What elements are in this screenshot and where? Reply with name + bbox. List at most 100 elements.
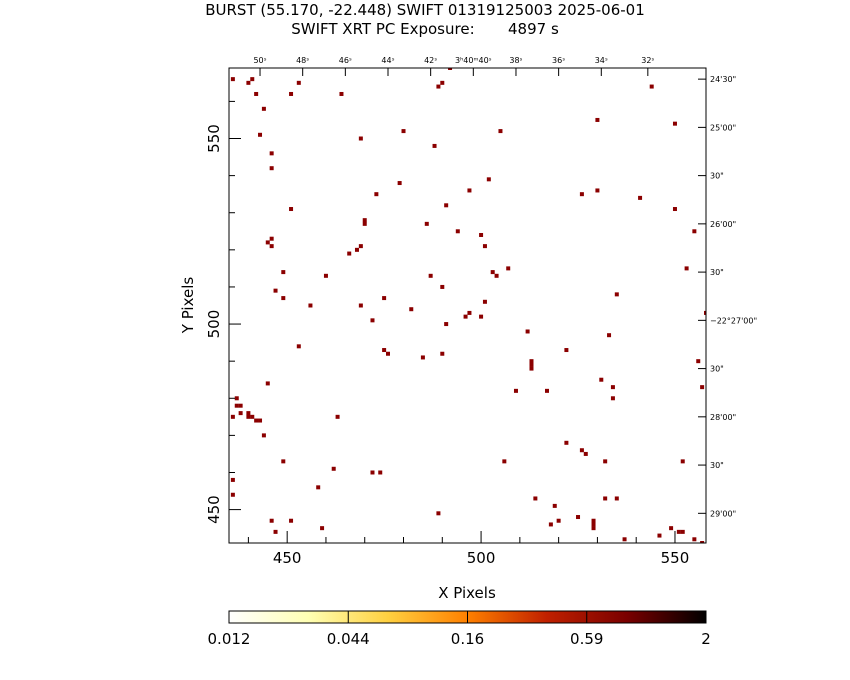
data-point (378, 470, 383, 475)
data-point (265, 240, 270, 245)
data-point (261, 106, 266, 111)
data-point (502, 459, 507, 464)
data-point (564, 348, 569, 353)
data-point (482, 244, 487, 249)
data-point (428, 273, 433, 278)
data-point (700, 385, 705, 390)
data-point (339, 91, 344, 96)
data-point (320, 526, 325, 531)
data-point (230, 492, 235, 497)
data-point (680, 529, 685, 534)
data-point (382, 296, 387, 301)
ra-tick-label: 36ˢ (552, 56, 565, 65)
data-point (479, 314, 484, 319)
data-point (672, 121, 677, 126)
data-point (269, 151, 274, 156)
data-point (238, 411, 243, 416)
data-point (599, 377, 604, 382)
data-point (281, 459, 286, 464)
data-point (265, 381, 270, 386)
data-point (246, 411, 251, 416)
data-point (409, 307, 414, 312)
ra-tick-label: 34ˢ (595, 56, 608, 65)
point-layer (230, 68, 706, 552)
data-point (448, 548, 452, 552)
data-point (591, 518, 596, 523)
data-point (436, 84, 441, 89)
data-point (358, 303, 363, 308)
data-point (455, 229, 460, 234)
y-axis-label: Y Pixels (179, 277, 197, 335)
data-point (269, 518, 274, 523)
chart-subtitle: SWIFT XRT PC Exposure: 4897 s (291, 20, 559, 38)
data-point (261, 433, 266, 438)
data-point (258, 418, 263, 423)
data-point (246, 80, 251, 85)
data-point (603, 496, 608, 501)
data-point (308, 303, 313, 308)
colorbar-label: 0.044 (327, 630, 370, 648)
ra-axis: 50ˢ 48ˢ 46ˢ 44ˢ 42ˢ 3ʰ40ᵐ40ˢ 38ˢ 36ˢ 34ˢ 32ˢ (253, 56, 654, 76)
y-tick-label: 450 (205, 495, 223, 524)
data-point (533, 496, 538, 501)
data-point (595, 188, 600, 193)
data-point (386, 351, 390, 356)
data-point (358, 244, 363, 249)
data-point (444, 322, 449, 327)
data-point (374, 192, 379, 197)
data-point (579, 448, 584, 453)
dec-tick-label: −22°27'00" (710, 316, 757, 325)
data-point (347, 251, 352, 256)
data-point (548, 522, 553, 527)
data-point (358, 136, 363, 141)
ra-tick-label: 50ˢ (253, 56, 266, 65)
data-point (273, 529, 278, 534)
data-point (704, 310, 706, 315)
data-point (467, 188, 472, 193)
dec-tick-label: 30" (710, 461, 724, 470)
data-point (525, 329, 530, 334)
data-point (556, 518, 561, 523)
colorbar-label: 0.16 (451, 630, 484, 648)
dec-tick-label: 28'00" (710, 413, 736, 422)
data-point (250, 414, 255, 419)
dec-tick-label: 30" (710, 365, 724, 374)
data-point (230, 77, 235, 82)
data-point (479, 232, 484, 237)
data-point (382, 348, 387, 353)
ra-tick-label: 44ˢ (381, 56, 394, 65)
data-point (289, 518, 294, 523)
data-point (552, 503, 557, 508)
data-point (545, 388, 549, 393)
x-axis-label: X Pixels (438, 584, 496, 602)
data-point (669, 526, 674, 531)
data-point (436, 511, 441, 516)
x-tick-label: 550 (661, 549, 690, 567)
y-tick-label: 550 (205, 124, 223, 153)
data-point (692, 537, 697, 542)
y-axis: 450 500 550 (205, 124, 223, 524)
data-point (234, 403, 239, 408)
dec-tick-label: 30" (710, 268, 724, 277)
data-point (614, 292, 619, 297)
data-point (354, 247, 359, 252)
data-point (692, 229, 697, 234)
data-point (331, 466, 336, 471)
data-point (591, 526, 596, 531)
data-point (576, 515, 581, 520)
data-point (676, 529, 681, 534)
data-point (657, 533, 662, 538)
data-point (432, 143, 437, 148)
colorbar-label: 0.012 (208, 630, 251, 648)
data-point (230, 477, 235, 482)
ra-tick-label: 42ˢ (424, 56, 437, 65)
colorbar-label: 2 (701, 630, 711, 648)
data-point (649, 84, 654, 89)
ra-tick-label: 32ˢ (641, 56, 654, 65)
data-point (281, 270, 286, 275)
data-point (250, 77, 255, 82)
dec-tick-label: 26'00" (710, 220, 736, 229)
data-point (622, 537, 627, 542)
data-point (490, 270, 495, 275)
ra-tick-label: 3ʰ40ᵐ40ˢ (455, 56, 492, 65)
